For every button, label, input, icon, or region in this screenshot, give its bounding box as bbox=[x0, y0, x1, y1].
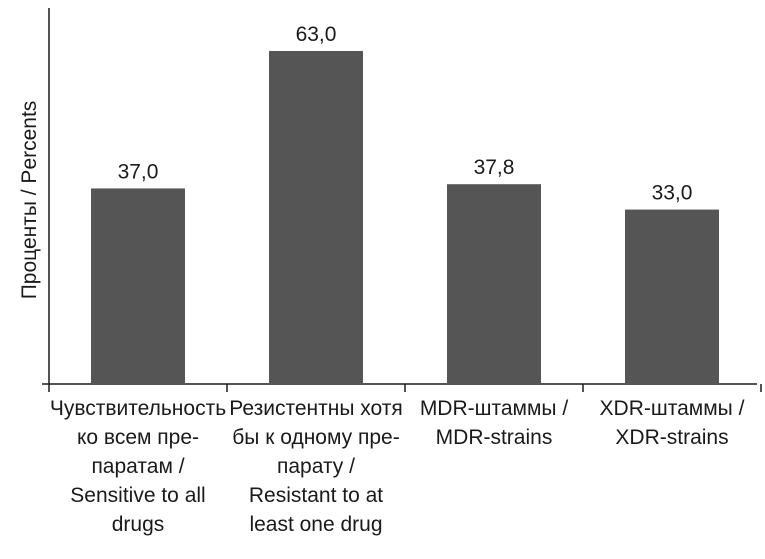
x-tick-label: MDR-штаммы / MDR-strains bbox=[419, 397, 569, 449]
bar bbox=[269, 51, 363, 384]
data-label: 37,0 bbox=[118, 160, 159, 183]
data-label: 33,0 bbox=[652, 182, 693, 205]
y-axis-label: Проценты / Percents bbox=[18, 100, 41, 300]
x-tick-label: XDR-штаммы / XDR-strains bbox=[599, 397, 745, 449]
x-tick-label: Чувствительность ко всем пре- паратам / … bbox=[49, 397, 227, 536]
bar bbox=[91, 188, 185, 384]
bar bbox=[447, 184, 541, 384]
y-axis-label-wrap: Проценты / Percents bbox=[0, 0, 41, 300]
value-labels: 37,0 63,0 37,8 33,0 bbox=[118, 23, 693, 205]
x-tick-label: Резистентны хотя бы к одному пре- парату… bbox=[229, 397, 403, 536]
bar bbox=[625, 209, 719, 384]
data-label: 63,0 bbox=[296, 23, 337, 46]
data-label: 37,8 bbox=[474, 156, 515, 179]
bars bbox=[91, 51, 719, 384]
